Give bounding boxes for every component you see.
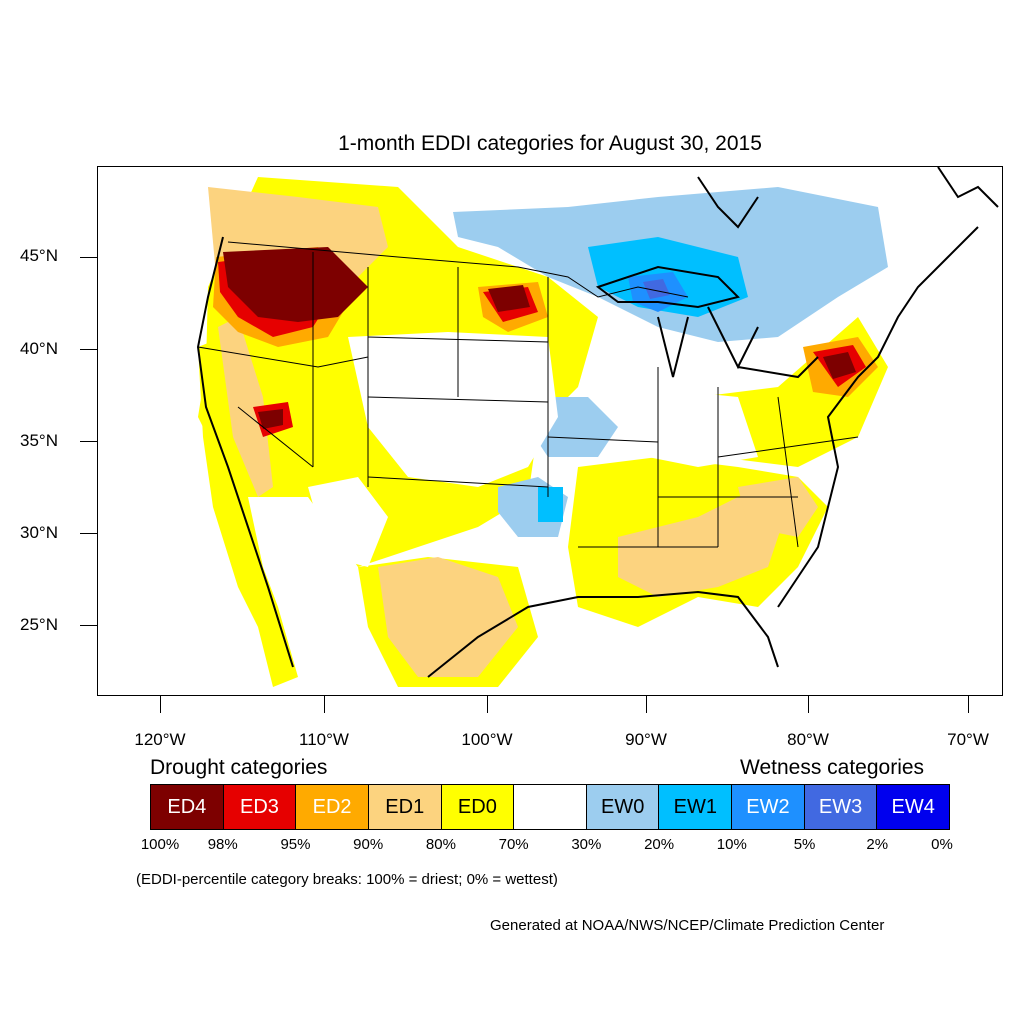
lat-tick — [80, 257, 97, 258]
lon-label-100: 100°W — [461, 730, 513, 749]
percentile-break-label: 100% — [140, 836, 180, 853]
percentile-break-label: 10% — [716, 836, 747, 853]
percentile-break-label: 98% — [207, 836, 238, 853]
lat-label-25: 25°N — [20, 615, 58, 634]
legend-swatch-ed4: ED4 — [151, 785, 224, 829]
legend-swatch-ew3: EW3 — [804, 785, 878, 829]
legend-swatch-ew2: EW2 — [732, 785, 805, 829]
eddi-map — [97, 166, 1003, 696]
lon-label-90: 90°W — [625, 730, 667, 749]
percentile-break-label: 90% — [353, 836, 384, 853]
percentile-break-label: 5% — [793, 836, 816, 853]
percentile-break-label: 95% — [280, 836, 311, 853]
lat-tick — [80, 625, 97, 626]
lon-label-70: 70°W — [947, 730, 989, 749]
percentile-break-label: 20% — [644, 836, 675, 853]
legend-swatch-ed2: ED2 — [296, 785, 369, 829]
legend-swatch-ed1: ED1 — [368, 785, 442, 829]
lat-label-40: 40°N — [20, 339, 58, 358]
legend-swatch-ew0: EW0 — [586, 785, 660, 829]
lat-label-30: 30°N — [20, 523, 58, 542]
lon-tick — [487, 696, 488, 713]
lat-tick — [80, 441, 97, 442]
drought-heading: Drought categories — [150, 756, 328, 779]
lat-label-45: 45°N — [20, 246, 58, 265]
percentile-break-label: 30% — [571, 836, 602, 853]
lon-tick — [968, 696, 969, 713]
lon-tick — [808, 696, 809, 713]
legend-swatch-ed0: ED0 — [441, 785, 515, 829]
map-canvas — [196, 167, 999, 687]
lat-tick — [80, 533, 97, 534]
category-legend: ED4 ED3 ED2 ED1 ED0 EW0 EW1 EW2 EW3 EW4 — [150, 784, 950, 830]
legend-swatch-neutral — [514, 785, 587, 829]
legend-swatch-ew4: EW4 — [877, 785, 950, 829]
legend-swatch-ed3: ED3 — [223, 785, 297, 829]
percentile-break-label: 0% — [931, 836, 953, 853]
lon-label-80: 80°W — [787, 730, 829, 749]
lat-tick — [80, 349, 97, 350]
lon-tick — [646, 696, 647, 713]
credit-line: Generated at NOAA/NWS/NCEP/Climate Predi… — [490, 917, 885, 934]
map-title: 1-month EDDI categories for August 30, 2… — [338, 132, 762, 155]
category-note: (EDDI-percentile category breaks: 100% =… — [136, 871, 558, 888]
shaded-regions — [198, 177, 888, 687]
lon-label-110: 110°W — [299, 730, 349, 749]
legend-swatch-ew1: EW1 — [659, 785, 733, 829]
percentile-break-label: 70% — [498, 836, 529, 853]
lon-label-120: 120°W — [134, 730, 186, 749]
percentile-break-label: 2% — [866, 836, 889, 853]
wetness-heading: Wetness categories — [740, 756, 925, 779]
lat-label-35: 35°N — [20, 431, 58, 450]
lon-tick — [160, 696, 161, 713]
lon-tick — [324, 696, 325, 713]
percentile-break-label: 80% — [425, 836, 456, 853]
